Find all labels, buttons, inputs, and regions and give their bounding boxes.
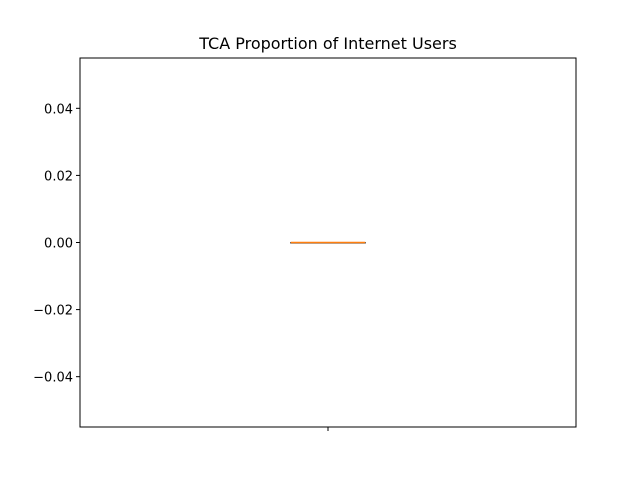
y-tick-label: 0.02 xyxy=(44,169,73,184)
y-tick-label: −0.04 xyxy=(33,371,73,386)
y-axis: −0.04 −0.02 0.00 0.02 0.04 xyxy=(33,102,80,386)
chart-title: TCA Proportion of Internet Users xyxy=(198,34,457,53)
y-tick-label: 0.04 xyxy=(44,102,73,117)
y-tick-label: −0.02 xyxy=(33,304,73,319)
axes-frame xyxy=(79,57,577,428)
y-tick-label: 0.00 xyxy=(44,237,73,252)
plot-area xyxy=(290,241,366,244)
